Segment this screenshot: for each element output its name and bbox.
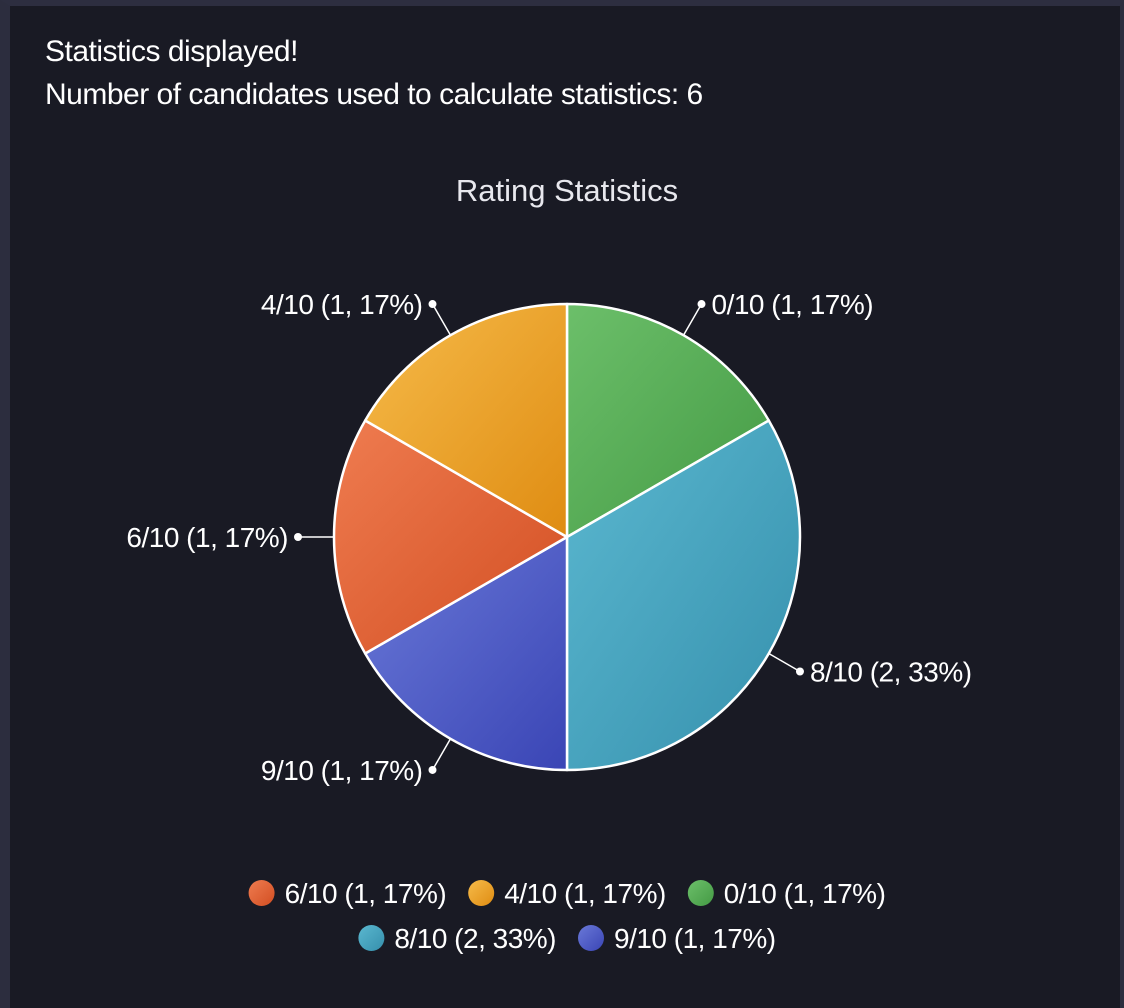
legend-swatch bbox=[687, 880, 714, 906]
connector-8-of-10 bbox=[768, 652, 801, 673]
connector-dot-6-of-10 bbox=[294, 533, 302, 541]
slice-label-9-of-10: 9/10 (1, 17%) bbox=[261, 755, 423, 786]
chart-legend: 6/10 (1, 17%) 4/10 (1, 17%) 0/10 (1, 17%) 8… bbox=[248, 878, 886, 954]
status-line-candidate-count: Number of candidates used to calculate s… bbox=[45, 78, 703, 111]
legend-item-4-of-10[interactable]: 4/10 (1, 17%) bbox=[468, 878, 666, 909]
status-line-displayed: Statistics displayed! bbox=[45, 35, 298, 68]
legend-swatch bbox=[358, 925, 385, 951]
pie-slice-8-of-10 bbox=[565, 419, 802, 772]
legend-label: 8/10 (2, 33%) bbox=[394, 923, 556, 954]
slice-label-4-of-10: 4/10 (1, 17%) bbox=[261, 289, 423, 320]
slice-label-8-of-10: 8/10 (2, 33%) bbox=[810, 657, 972, 688]
legend-label: 6/10 (1, 17%) bbox=[285, 878, 447, 909]
legend-item-0-of-10[interactable]: 0/10 (1, 17%) bbox=[687, 878, 886, 909]
status-message: Statistics displayed! Number of candidat… bbox=[45, 30, 703, 116]
connector-dot-9-of-10 bbox=[428, 765, 437, 774]
legend-swatch bbox=[248, 880, 275, 906]
legend-label: 4/10 (1, 17%) bbox=[504, 878, 666, 909]
legend-label: 0/10 (1, 17%) bbox=[724, 878, 886, 909]
pie-slices bbox=[332, 302, 802, 772]
slice-labels: 0/10 (1, 17%) 8/10 (2, 33%) 9/10 (1, 17%) 6… bbox=[126, 289, 972, 786]
legend-item-8-of-10[interactable]: 8/10 (2, 33%) bbox=[358, 923, 557, 954]
slice-label-6-of-10: 6/10 (1, 17%) bbox=[126, 522, 288, 553]
connector-dot-8-of-10 bbox=[795, 667, 804, 676]
legend-swatch bbox=[578, 925, 604, 951]
legend-label: 9/10 (1, 17%) bbox=[614, 923, 776, 954]
chart-title: Rating Statistics bbox=[456, 173, 678, 208]
legend-item-9-of-10[interactable]: 9/10 (1, 17%) bbox=[578, 923, 776, 954]
connector-4-of-10 bbox=[431, 303, 452, 336]
slice-label-0-of-10: 0/10 (1, 17%) bbox=[712, 289, 874, 320]
connector-dot-4-of-10 bbox=[428, 300, 437, 309]
connector-9-of-10 bbox=[431, 738, 452, 771]
legend-item-6-of-10[interactable]: 6/10 (1, 17%) bbox=[248, 878, 447, 909]
connector-0-of-10 bbox=[682, 303, 703, 336]
legend-swatch bbox=[468, 880, 495, 906]
connector-dot-0-of-10 bbox=[697, 300, 706, 309]
